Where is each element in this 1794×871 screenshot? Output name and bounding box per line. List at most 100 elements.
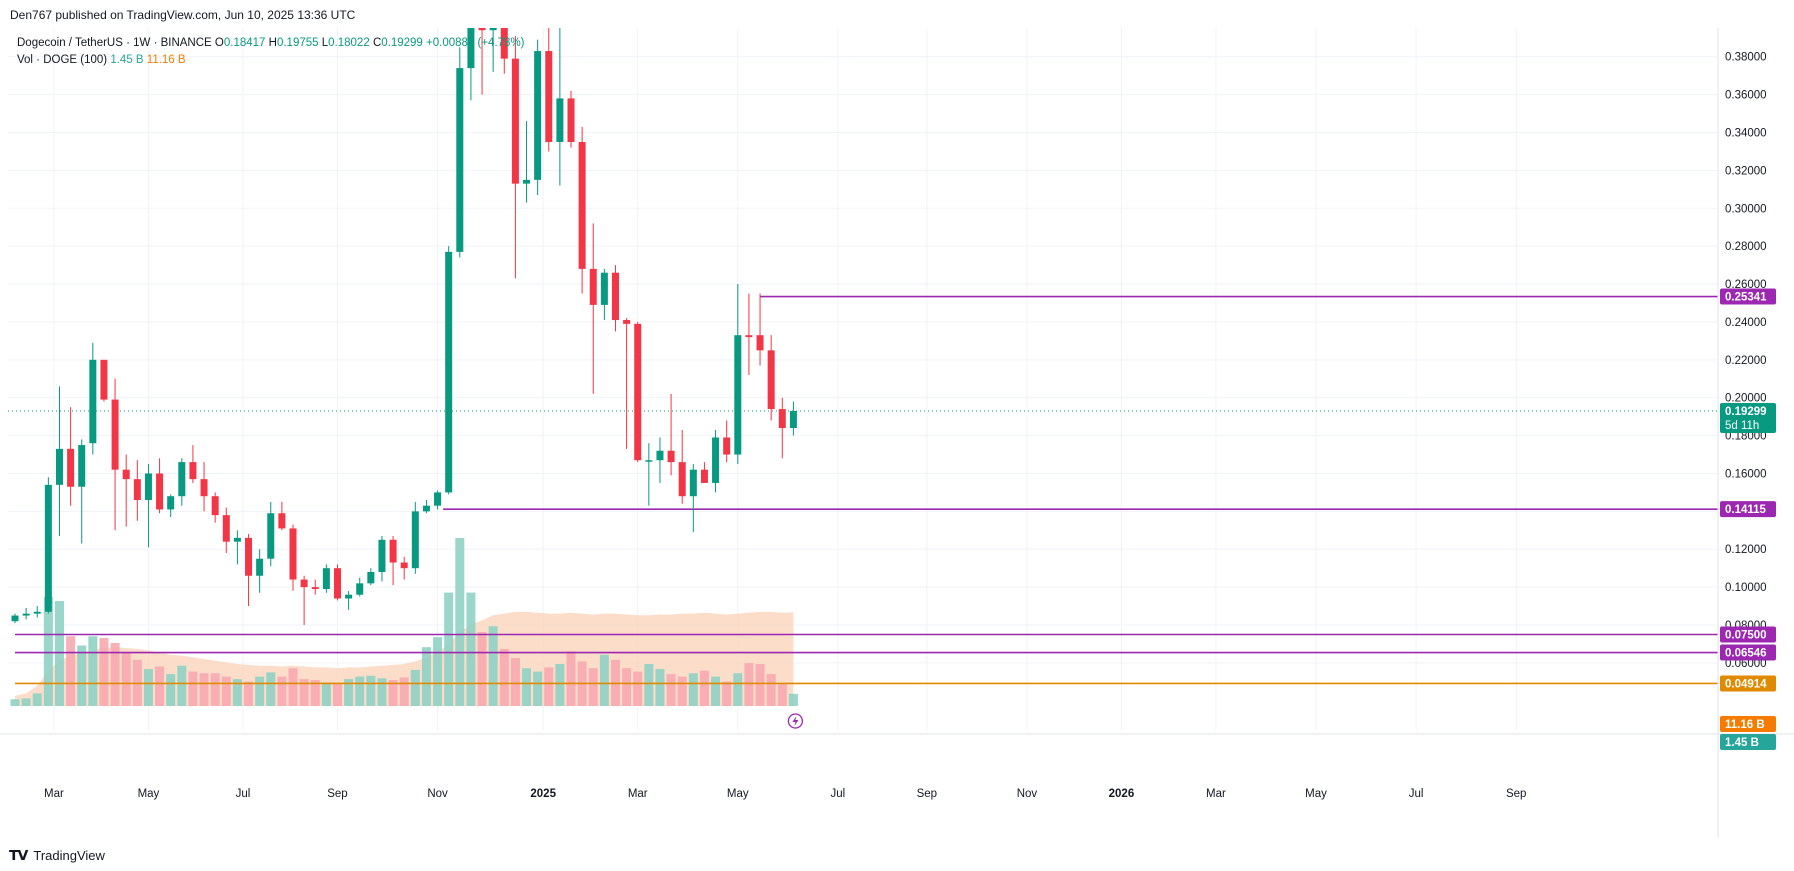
volume-bar[interactable] <box>410 669 420 706</box>
candle[interactable] <box>745 293 753 375</box>
volume-bar[interactable] <box>221 676 231 706</box>
volume-bar[interactable] <box>54 601 64 706</box>
volume-bar[interactable] <box>232 679 242 706</box>
volume-bar[interactable] <box>166 674 176 706</box>
volume-bar[interactable] <box>421 647 431 706</box>
candle[interactable] <box>11 613 19 624</box>
candle[interactable] <box>656 437 664 483</box>
volume-bar[interactable] <box>66 636 76 706</box>
candle[interactable] <box>278 501 286 531</box>
level-badge-0.07500[interactable]: 0.07500 <box>1720 626 1776 643</box>
volume-bar[interactable] <box>43 596 53 706</box>
volume-bar[interactable] <box>21 698 31 706</box>
candle[interactable] <box>300 575 308 626</box>
candle[interactable] <box>789 401 797 436</box>
candle[interactable] <box>111 378 119 531</box>
candle[interactable] <box>222 507 230 554</box>
candle[interactable] <box>89 342 97 455</box>
volume-bar[interactable] <box>733 673 743 706</box>
volume-bar[interactable] <box>332 684 342 706</box>
volume-bar[interactable] <box>544 667 554 706</box>
volume-indicator-title[interactable]: Vol · DOGE (100) <box>17 54 108 66</box>
candle[interactable] <box>22 607 30 620</box>
candle[interactable] <box>500 28 508 74</box>
candle[interactable] <box>289 524 297 591</box>
candle[interactable] <box>78 439 86 544</box>
volume-bar[interactable] <box>666 674 676 706</box>
candle[interactable] <box>600 268 608 321</box>
candle[interactable] <box>456 47 464 258</box>
candle[interactable] <box>200 462 208 512</box>
candle[interactable] <box>233 530 241 565</box>
volume-bar[interactable] <box>321 682 331 706</box>
candle[interactable] <box>589 223 597 394</box>
candle[interactable] <box>700 462 708 483</box>
candle[interactable] <box>611 265 619 332</box>
candle[interactable] <box>322 564 330 593</box>
candle[interactable] <box>623 318 631 449</box>
volume-bar[interactable] <box>10 699 20 706</box>
candle[interactable] <box>400 556 408 580</box>
volume-bar[interactable] <box>88 636 98 706</box>
candle[interactable] <box>67 407 75 506</box>
candle[interactable] <box>489 28 497 72</box>
volume-bar[interactable] <box>143 669 153 706</box>
volume-bar[interactable] <box>188 671 198 706</box>
volume-bar[interactable] <box>121 653 131 706</box>
candle[interactable] <box>122 454 130 527</box>
candle[interactable] <box>523 121 531 203</box>
volume-ma-badge[interactable]: 11.16 B <box>1720 716 1776 732</box>
candle[interactable] <box>778 397 786 459</box>
volume-bar[interactable] <box>466 592 476 706</box>
candle[interactable] <box>478 28 486 95</box>
volume-bar[interactable] <box>566 651 576 706</box>
volume-bar[interactable] <box>677 676 687 706</box>
volume-bar[interactable] <box>299 679 309 706</box>
candle[interactable] <box>645 443 653 506</box>
volume-bar[interactable] <box>622 668 632 706</box>
candle[interactable] <box>367 568 375 586</box>
volume-bar[interactable] <box>310 679 320 706</box>
volume-bar[interactable] <box>711 676 721 706</box>
candle[interactable] <box>156 458 164 514</box>
candle[interactable] <box>100 359 108 402</box>
volume-bar[interactable] <box>344 679 354 706</box>
candle[interactable] <box>445 246 453 495</box>
candle[interactable] <box>178 458 186 506</box>
candle[interactable] <box>556 28 564 186</box>
candle[interactable] <box>667 393 675 476</box>
candle[interactable] <box>267 501 275 567</box>
last-price-badge[interactable]: 0.19299 5d 11h <box>1720 402 1776 433</box>
volume-bar[interactable] <box>377 678 387 706</box>
candle[interactable] <box>578 126 586 294</box>
volume-bar[interactable] <box>644 664 654 706</box>
candle[interactable] <box>55 386 63 536</box>
volume-bar[interactable] <box>288 668 298 706</box>
candle[interactable] <box>511 35 519 279</box>
volume-bar[interactable] <box>522 668 532 706</box>
candle[interactable] <box>144 464 152 548</box>
volume-bar[interactable] <box>788 693 798 706</box>
candle[interactable] <box>545 28 553 152</box>
volume-bar[interactable] <box>533 671 543 706</box>
volume-bar[interactable] <box>199 673 209 706</box>
candle[interactable] <box>256 549 264 593</box>
candle[interactable] <box>189 445 197 483</box>
volume-bar[interactable] <box>777 684 787 706</box>
volume-bar[interactable] <box>688 673 698 706</box>
volume-bar[interactable] <box>655 669 665 706</box>
volume-badge[interactable]: 1.45 B <box>1720 734 1776 750</box>
volume-bar[interactable] <box>99 637 109 706</box>
candle[interactable] <box>467 28 475 101</box>
chart-area[interactable]: 0.060000.080000.100000.120000.140000.160… <box>0 28 1794 838</box>
volume-bar[interactable] <box>766 674 776 706</box>
candle[interactable] <box>567 90 575 148</box>
tradingview-footer[interactable]: 𝗧𝗩 TradingView <box>9 847 105 864</box>
volume-bar[interactable] <box>32 693 42 706</box>
volume-bar[interactable] <box>499 648 509 706</box>
volume-bar[interactable] <box>444 592 454 706</box>
candle[interactable] <box>678 429 686 504</box>
volume-bar[interactable] <box>599 654 609 706</box>
chart-canvas[interactable]: 0.060000.080000.100000.120000.140000.160… <box>0 28 1794 838</box>
volume-bar[interactable] <box>355 676 365 706</box>
